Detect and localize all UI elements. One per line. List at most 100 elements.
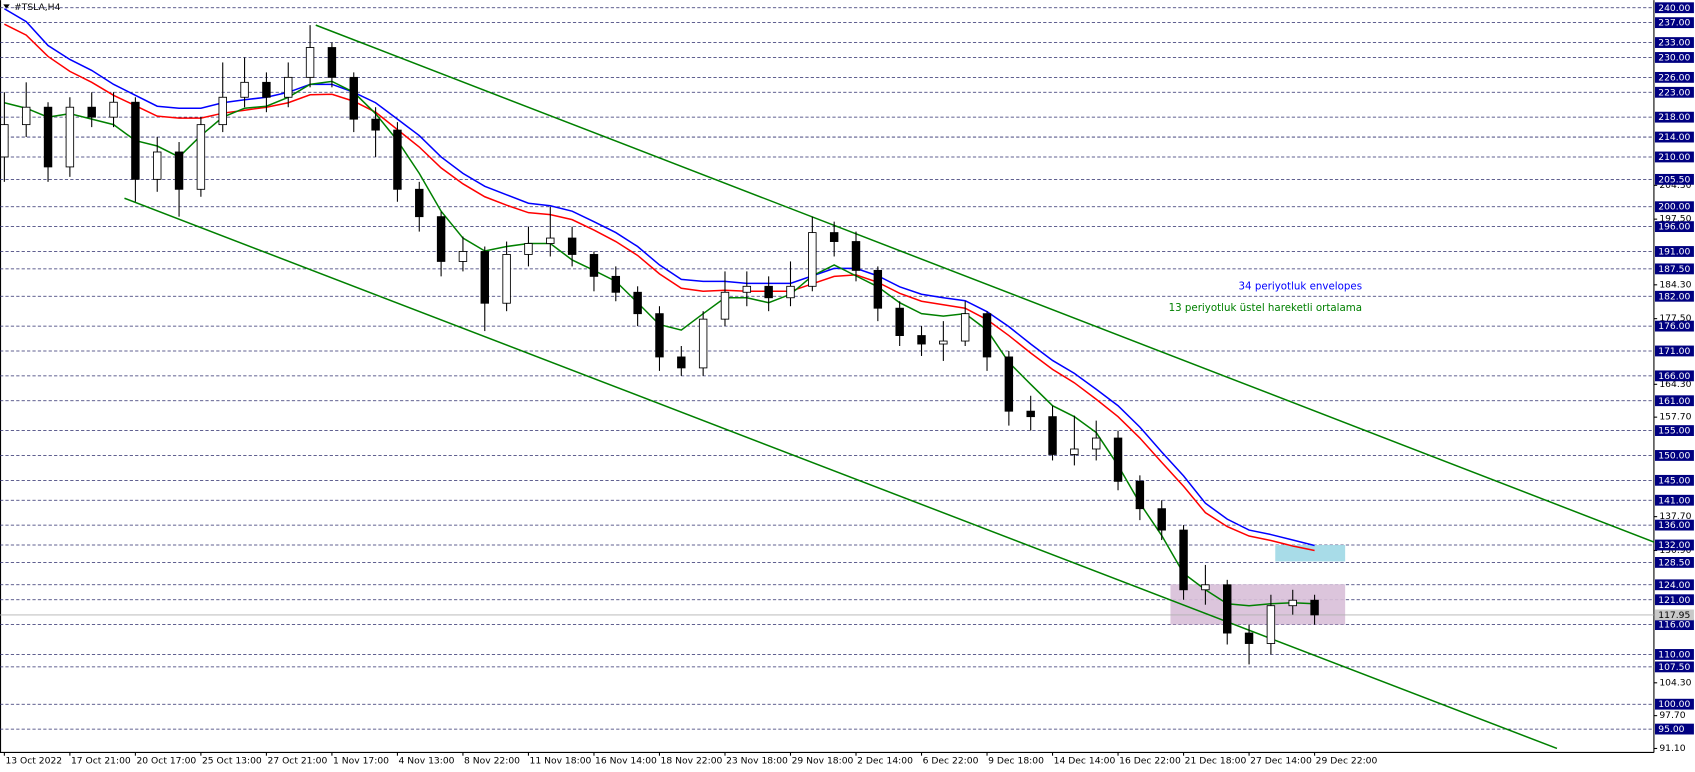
level-label-box xyxy=(1655,290,1694,302)
level-label-box xyxy=(1655,661,1694,673)
candle-body xyxy=(611,275,621,293)
candle-body xyxy=(65,106,75,168)
level-label: 200.00 xyxy=(1658,202,1690,213)
level-label-box xyxy=(1655,723,1694,735)
level-label: 166.00 xyxy=(1658,371,1690,382)
level-label: 145.00 xyxy=(1658,475,1690,486)
x-tick-label: 16 Dec 22:00 xyxy=(1119,756,1181,767)
x-tick-label: 27 Dec 14:00 xyxy=(1250,756,1312,767)
level-label-box xyxy=(1655,17,1694,29)
level-label-box xyxy=(1655,173,1694,185)
level-label: 100.00 xyxy=(1658,699,1690,710)
x-tick-label: 8 Nov 22:00 xyxy=(464,756,520,767)
level-label-box xyxy=(1655,71,1694,83)
x-tick-label: 1 Nov 17:00 xyxy=(333,756,389,767)
level-label: 205.50 xyxy=(1658,174,1690,185)
candle-body xyxy=(21,106,31,126)
candle-body xyxy=(131,101,140,180)
candle-body xyxy=(327,47,337,78)
candle-body xyxy=(851,241,861,271)
candle-body xyxy=(218,96,227,126)
y-tick-label: 197.50 xyxy=(1659,214,1691,225)
chart-title: #TSLA,H4 xyxy=(14,2,61,13)
candle-body xyxy=(415,188,424,218)
candle-body xyxy=(349,76,358,120)
candle-body xyxy=(524,243,533,255)
candle-body xyxy=(829,232,839,242)
level-label-box xyxy=(1655,320,1694,332)
x-tick-label: 9 Dec 18:00 xyxy=(988,756,1044,767)
level-label-box xyxy=(1655,649,1694,660)
candle-body xyxy=(393,129,402,190)
y-tick-label: 91.10 xyxy=(1659,743,1685,754)
candle-body xyxy=(546,237,555,244)
level-label: 210.00 xyxy=(1658,152,1690,163)
candle-body xyxy=(1244,632,1254,644)
level-label-box xyxy=(1655,698,1694,710)
candle-body xyxy=(1266,605,1276,644)
level-label-box xyxy=(1655,246,1694,257)
y-tick-label: 164.30 xyxy=(1659,379,1691,390)
candle-body xyxy=(1113,437,1123,482)
x-tick-label: 16 Nov 14:00 xyxy=(595,756,657,767)
x-tick-label: 11 Nov 18:00 xyxy=(530,756,592,767)
level-label: 218.00 xyxy=(1658,112,1690,123)
level-label: 237.00 xyxy=(1658,18,1690,29)
level-label: 107.50 xyxy=(1658,662,1690,673)
candle-body xyxy=(480,251,489,304)
candle-body xyxy=(917,335,926,345)
x-tick-label: 29 Dec 22:00 xyxy=(1316,756,1378,767)
candle-body xyxy=(0,124,9,158)
candle-body xyxy=(939,340,948,345)
candle-body xyxy=(1201,584,1210,591)
x-tick-label: 23 Nov 18:00 xyxy=(726,756,788,767)
x-tick-label: 2 Dec 14:00 xyxy=(857,756,913,767)
level-label-box xyxy=(1655,539,1694,551)
last-price-label: 117.95 xyxy=(1658,610,1690,621)
level-label: 124.00 xyxy=(1658,580,1690,591)
level-label: 141.00 xyxy=(1658,495,1690,506)
level-label: 196.00 xyxy=(1658,222,1690,233)
level-label: 110.00 xyxy=(1658,649,1690,660)
x-tick-label: 29 Nov 18:00 xyxy=(792,756,854,767)
level-label-box xyxy=(1655,201,1694,213)
level-label: 155.00 xyxy=(1658,426,1690,437)
level-label-box xyxy=(1655,221,1694,233)
level-label: 136.00 xyxy=(1658,520,1690,531)
level-label-box xyxy=(1655,519,1694,531)
level-label-box xyxy=(1655,395,1694,407)
trend-line xyxy=(124,197,1558,750)
candle-body xyxy=(502,254,511,304)
candle-body xyxy=(458,251,468,262)
level-label-box xyxy=(1655,450,1694,461)
candle-body xyxy=(786,285,795,299)
level-label-box xyxy=(1655,345,1694,357)
candle-body xyxy=(262,81,271,98)
trend-line xyxy=(315,24,1655,543)
candle-body xyxy=(698,318,708,369)
level-label: 223.00 xyxy=(1658,87,1690,98)
candle-body xyxy=(720,291,730,320)
candle-body xyxy=(1026,410,1035,418)
level-label: 150.00 xyxy=(1658,450,1690,461)
indicator-label: 34 periyotluk envelopes xyxy=(1239,281,1363,293)
candle-body xyxy=(87,106,96,118)
level-label: 161.00 xyxy=(1658,396,1690,407)
level-label-box xyxy=(1655,474,1694,486)
candle-body xyxy=(1310,599,1319,616)
level-label: 176.00 xyxy=(1658,321,1690,332)
indicator-label: 13 periyotluk üstel hareketli ortalama xyxy=(1169,302,1362,314)
candle-body xyxy=(808,232,817,287)
level-label: 128.50 xyxy=(1658,557,1690,568)
y-tick-label: 157.70 xyxy=(1659,412,1691,423)
candle-body xyxy=(567,237,577,255)
y-tick-label: 184.30 xyxy=(1659,279,1691,290)
level-label-box xyxy=(1655,557,1694,568)
zone xyxy=(1275,545,1346,562)
level-label-box xyxy=(1655,263,1694,275)
candle-body xyxy=(982,313,992,358)
x-tick-label: 21 Dec 18:00 xyxy=(1185,756,1247,767)
level-label: 171.00 xyxy=(1658,346,1690,357)
level-label-box xyxy=(1655,2,1694,14)
